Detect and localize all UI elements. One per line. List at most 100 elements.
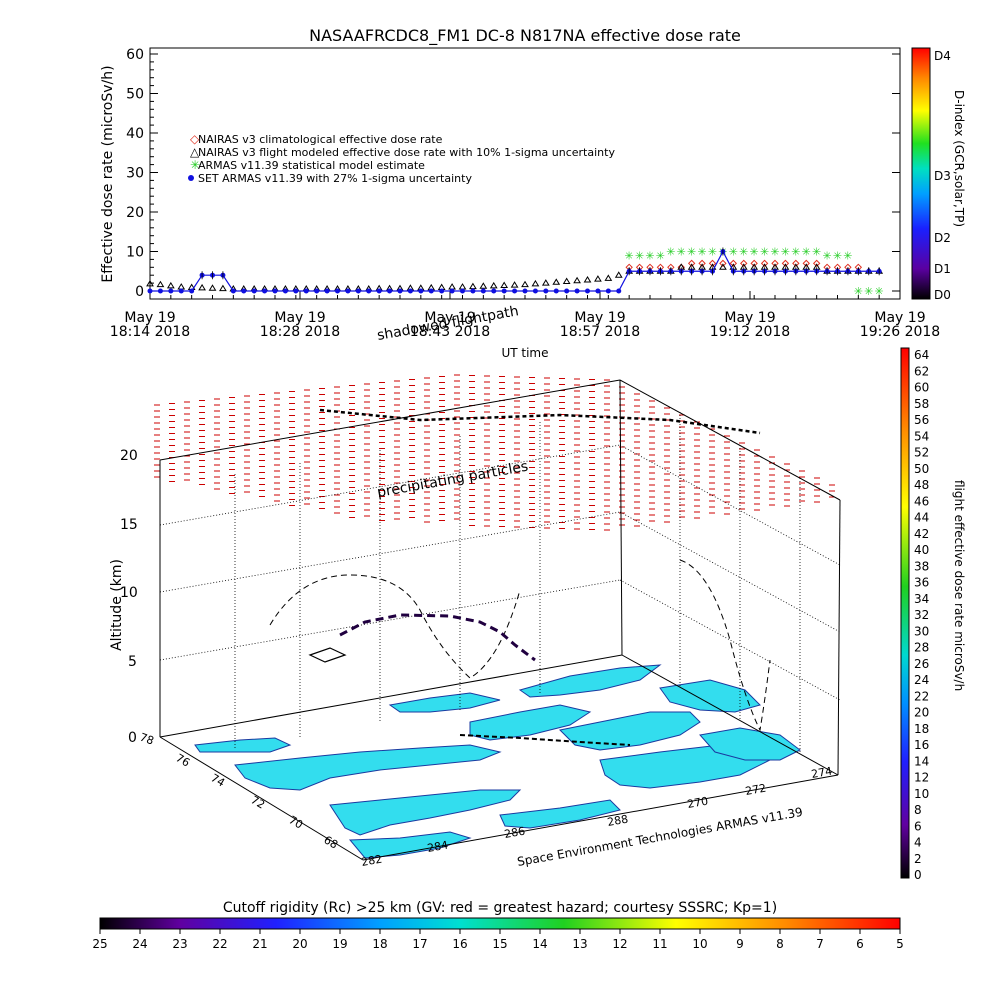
set-armas-point — [449, 288, 455, 294]
set-armas-point — [147, 288, 153, 294]
set-armas-point — [293, 288, 299, 294]
flight-dose-tick: 24 — [914, 673, 929, 687]
set-armas-point — [480, 288, 486, 294]
armas-stat-point: ✳ — [697, 246, 706, 259]
box-top-right — [619, 379, 841, 501]
set-armas-point — [522, 288, 528, 294]
flight-dose-tick: 6 — [914, 819, 922, 833]
z-axis-label: Altitude (km) — [109, 559, 125, 651]
cutoff-tick-label: 25 — [92, 937, 107, 951]
x-tick-label-date: May 19 — [274, 310, 325, 326]
x-tick-label-time: 18:14 2018 — [110, 324, 190, 340]
set-armas-point — [470, 288, 476, 294]
lon-tick-286: 286 — [503, 825, 526, 841]
cutoff-tick-label: 5 — [896, 937, 904, 951]
armas-stat-point: ✳ — [802, 246, 811, 259]
flight-dose-colorbar-label: flight effective dose rate microSv/h — [952, 480, 966, 691]
armas-stat-point: ✳ — [843, 249, 852, 262]
flight-dose-tick: 32 — [914, 608, 929, 622]
cutoff-tick-label: 6 — [856, 937, 864, 951]
set-armas-point — [460, 288, 465, 294]
flight-dose-tick: 42 — [914, 527, 929, 541]
flight-dose-colorbar-ticks: 6462605856545250484644424038363432302826… — [914, 348, 929, 882]
set-armas-point — [387, 288, 393, 294]
nairas-flight-point — [198, 283, 206, 291]
lat-tick-68: 68 — [322, 833, 341, 851]
flight-dose-tick: 62 — [914, 364, 929, 378]
x-axis-label: UT time — [501, 346, 548, 360]
flight-dose-tick: 34 — [914, 592, 929, 606]
set-armas-point — [272, 288, 278, 294]
d-index-tick-d3: D3 — [934, 169, 951, 183]
ground-track — [459, 734, 631, 746]
nairas-clim-point — [802, 259, 810, 268]
d-index-tick-d0: D0 — [934, 288, 951, 302]
armas-stat-point: ✳ — [635, 249, 644, 262]
nairas-clim-point — [792, 259, 800, 268]
set-armas-point — [439, 288, 445, 294]
set-armas-point — [230, 288, 236, 294]
legend-item-armas-stat: ARMAS v11.39 statistical model estimate — [198, 159, 425, 172]
lon-tick-284: 284 — [426, 839, 449, 855]
flight-dose-tick: 18 — [914, 722, 929, 736]
nairas-flight-point — [208, 284, 217, 291]
nairas-flight-point — [156, 280, 165, 288]
lat-tick-74: 74 — [209, 771, 228, 789]
cutoff-tick-label: 12 — [612, 937, 627, 951]
cutoff-tick-label: 9 — [736, 937, 744, 951]
nairas-flight-point — [573, 276, 581, 284]
nairas-clim-point — [750, 259, 758, 268]
cutoff-tick-label: 8 — [776, 937, 784, 951]
flight-track — [339, 613, 536, 662]
land-patch — [699, 727, 801, 761]
nairas-flight-point — [489, 281, 498, 289]
set-armas-point — [532, 288, 538, 294]
y-tick-label: 20 — [126, 205, 144, 221]
set-armas-point — [397, 288, 403, 294]
x-tick-label-time: 19:12 2018 — [710, 324, 790, 340]
box-right-edge — [837, 499, 841, 776]
box-back-edge — [619, 379, 623, 656]
nairas-clim-point — [781, 259, 790, 268]
set-armas-point — [418, 288, 424, 294]
box-bottom-back — [159, 654, 623, 738]
lon-tick-274: 274 — [810, 765, 833, 781]
d-index-label: D-index (GCR,solar,TP) — [952, 90, 966, 227]
set-armas-point — [366, 288, 372, 294]
armas-stat-point: ✳ — [677, 246, 686, 259]
land-patch — [659, 679, 761, 713]
cutoff-rigidity-ticks: 25 24 23 22 21 20 19 18 17 16 15 14 13 12 11 10 9 8 7 6 5 — [92, 929, 904, 951]
nairas-flight-point — [562, 277, 571, 285]
nairas-flight-point — [219, 284, 227, 292]
set-armas-point — [595, 288, 601, 294]
d-index-tick-d2: D2 — [934, 231, 951, 245]
nairas-flight-point — [521, 280, 529, 288]
armas-stat-point: ✳ — [760, 246, 769, 259]
set-armas-point — [282, 288, 288, 294]
y-axis-ticks: 0 10 20 30 40 50 60 — [126, 47, 900, 300]
flight-dose-tick: 64 — [914, 348, 929, 362]
y-tick-label: 60 — [126, 47, 144, 63]
d-index-tick-d4: D4 — [934, 49, 951, 63]
land-patch — [234, 744, 502, 791]
land-patch — [558, 711, 701, 751]
nairas-flight-point — [458, 283, 467, 290]
land-patch — [518, 664, 662, 698]
nairas-flight-point — [552, 278, 561, 285]
set-armas-point — [428, 288, 434, 294]
shadowed-flightpath — [319, 408, 761, 435]
legend-marker-armas-stat: ✳ — [190, 158, 200, 172]
flight-dose-tick: 22 — [914, 689, 929, 703]
cutoff-tick-label: 17 — [412, 937, 427, 951]
armas-stat-point: ✳ — [645, 249, 654, 262]
legend-marker-nairas-flight: △ — [190, 145, 200, 159]
flight-dose-tick: 54 — [914, 429, 929, 443]
flight-dose-tick: 0 — [914, 868, 922, 882]
land-patch — [329, 789, 522, 836]
armas-stat-point: ✳ — [864, 285, 873, 298]
nairas-clim-point — [812, 259, 821, 268]
y-tick-label: 10 — [126, 245, 144, 261]
cutoff-tick-label: 22 — [212, 937, 227, 951]
